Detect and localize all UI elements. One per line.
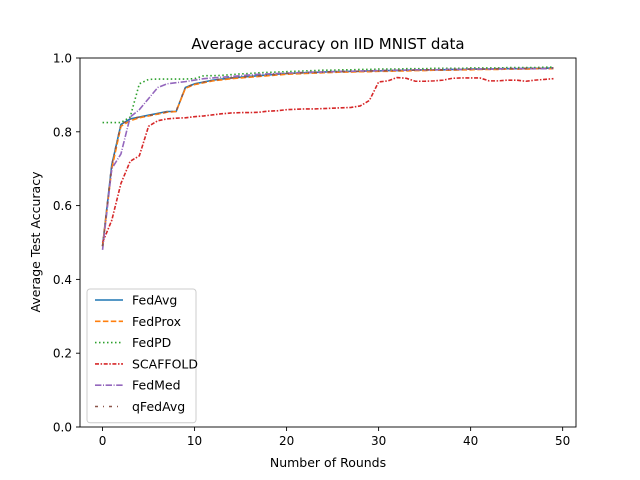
legend: FedAvg FedProx FedPD SCAFFOLD FedMed qFedAvg — [86, 288, 198, 424]
legend-label-fedmed: FedMed — [132, 378, 181, 393]
legend-item-fedavg: FedAvg — [95, 293, 177, 308]
legend-label-fedpd: FedPD — [132, 335, 171, 350]
axes-layer: 0 10 20 30 40 50 0.0 0.2 0.4 0.6 0.8 1.0 — [53, 52, 577, 448]
x-tick-label: 0 — [99, 434, 107, 448]
legend-item-qfedavg: qFedAvg — [95, 399, 185, 414]
y-tick-label: 0.4 — [53, 273, 72, 287]
legend-label-fedavg: FedAvg — [132, 293, 177, 308]
legend-item-scaffold: SCAFFOLD — [95, 356, 198, 371]
x-axis-title: Number of Rounds — [270, 455, 386, 470]
x-tick-label: 10 — [187, 434, 202, 448]
plot-frame — [79, 57, 577, 428]
series-line-qfedavg — [101, 67, 554, 247]
legend-item-fedprox: FedProx — [95, 314, 181, 329]
y-tick-label: 0.2 — [53, 347, 72, 361]
legend-box — [86, 288, 197, 424]
legend-label-scaffold: SCAFFOLD — [132, 356, 198, 371]
y-tick-label: 0.0 — [53, 421, 72, 435]
chart-title: Average accuracy on IID MNIST data — [191, 35, 464, 53]
series-layer — [101, 66, 554, 250]
y-tick-label: 1.0 — [53, 52, 72, 66]
x-tick-label: 40 — [463, 434, 478, 448]
legend-label-qfedavg: qFedAvg — [132, 399, 185, 414]
y-tick-label: 0.6 — [53, 199, 72, 213]
x-tick-label: 50 — [555, 434, 570, 448]
y-axis-title: Average Test Accuracy — [28, 171, 43, 313]
series-line-fedpd — [102, 66, 554, 124]
legend-item-fedmed: FedMed — [95, 378, 181, 393]
series-line-fedmed — [101, 67, 554, 250]
legend-item-fedpd: FedPD — [95, 335, 171, 350]
y-tick-label: 0.8 — [53, 125, 72, 139]
x-tick-label: 20 — [279, 434, 294, 448]
series-line-scaffold — [101, 76, 554, 243]
x-tick-label: 30 — [371, 434, 386, 448]
legend-label-fedprox: FedProx — [132, 314, 181, 329]
